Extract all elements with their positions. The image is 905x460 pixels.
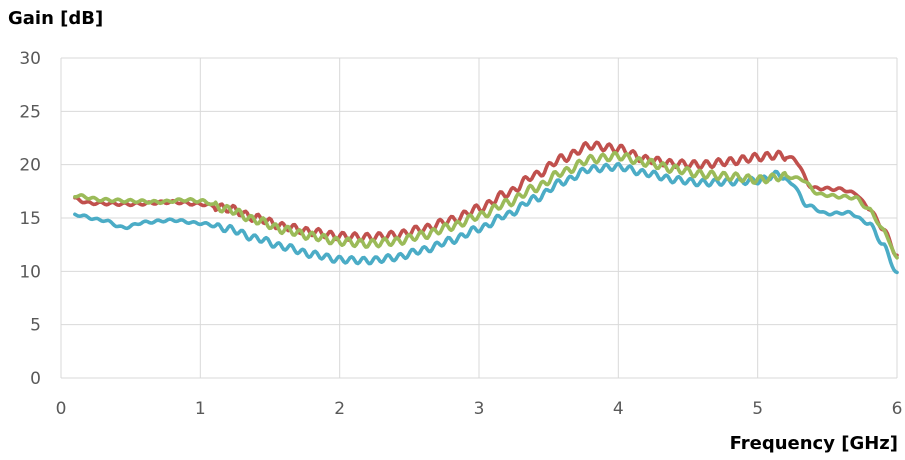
y-tick-label: 10 bbox=[19, 262, 41, 282]
x-tick-label: 3 bbox=[474, 399, 485, 419]
series-line-2 bbox=[73, 162, 899, 275]
series-line-3 bbox=[73, 151, 899, 260]
y-tick-label: 30 bbox=[19, 49, 41, 69]
x-axis-title: Frequency [GHz] bbox=[730, 433, 898, 454]
x-tick-label: 5 bbox=[752, 399, 763, 419]
x-axis-ticks: 0 1 2 3 4 5 6 bbox=[56, 399, 903, 419]
series-lines bbox=[73, 140, 899, 275]
x-tick-label: 6 bbox=[892, 399, 903, 419]
x-tick-label: 4 bbox=[613, 399, 624, 419]
x-tick-label: 2 bbox=[334, 399, 345, 419]
y-axis-ticks: 0 5 10 15 20 25 30 bbox=[19, 49, 41, 389]
x-tick-label: 1 bbox=[195, 399, 206, 419]
gridlines bbox=[60, 57, 898, 379]
x-tick-label: 0 bbox=[56, 399, 67, 419]
series-line-1 bbox=[73, 140, 899, 258]
y-tick-label: 5 bbox=[30, 316, 41, 336]
y-tick-label: 0 bbox=[30, 369, 41, 389]
y-tick-label: 15 bbox=[19, 209, 41, 229]
y-axis-title: Gain [dB] bbox=[8, 8, 103, 29]
y-tick-label: 25 bbox=[19, 102, 41, 122]
y-tick-label: 20 bbox=[19, 156, 41, 176]
